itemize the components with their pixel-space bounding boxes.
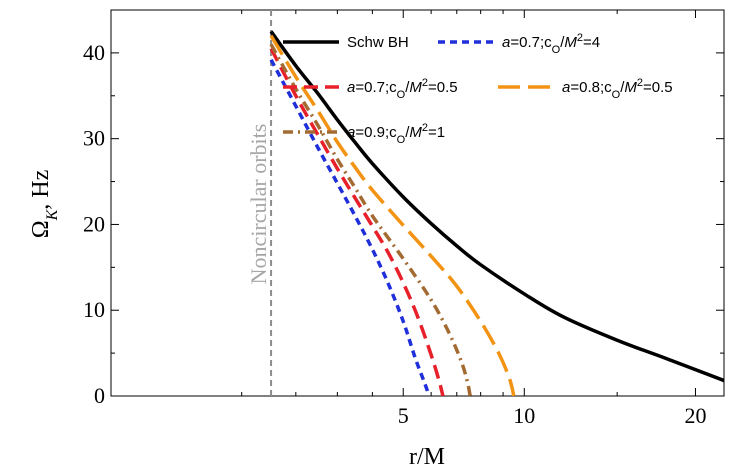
y-axis-title-subscript: K: [44, 208, 61, 221]
axis-ticks: 0 10 20 30 40 5 10 20: [83, 9, 724, 428]
x-tick-label: 10: [513, 403, 535, 428]
x-tick-label: 5: [398, 403, 409, 428]
y-tick-label: 0: [94, 383, 105, 408]
y-axis-title-omega: Ω: [28, 220, 54, 238]
legend-label-1: a=0.7;cO/M2=4: [502, 32, 600, 56]
x-tick-label: 20: [684, 403, 706, 428]
x-axis-title: r/M: [409, 444, 445, 470]
legend-label-3: a=0.8;cO/M2=0.5: [562, 77, 673, 101]
plot-frame: [110, 9, 725, 397]
legend-label-0: Schw BH: [347, 34, 409, 51]
y-tick-label: 40: [83, 40, 105, 65]
series-line-4: [269, 43, 472, 396]
series-line-2: [269, 47, 445, 396]
y-axis-title-unit: , Hz: [28, 170, 54, 210]
series-line-1: [269, 58, 431, 396]
y-tick-label: 10: [83, 297, 105, 322]
series-line-0: [269, 30, 724, 383]
legend-label-4: a=0.9;cO/M2=1: [347, 122, 445, 146]
legend-label-2: a=0.7;cO/M2=0.5: [347, 77, 458, 101]
noncircular-orbits-label: Noncircular orbits: [246, 124, 271, 285]
legend: Schw BH a=0.7;cO/M2=4 a=0.7;cO/M2=0.5 a=0.8…: [283, 32, 673, 146]
y-tick-label: 20: [83, 211, 105, 236]
series-line-3: [269, 34, 516, 396]
y-axis-title: ΩK, Hz: [28, 170, 61, 239]
series-group: [269, 30, 724, 396]
y-tick-label: 30: [83, 126, 105, 151]
